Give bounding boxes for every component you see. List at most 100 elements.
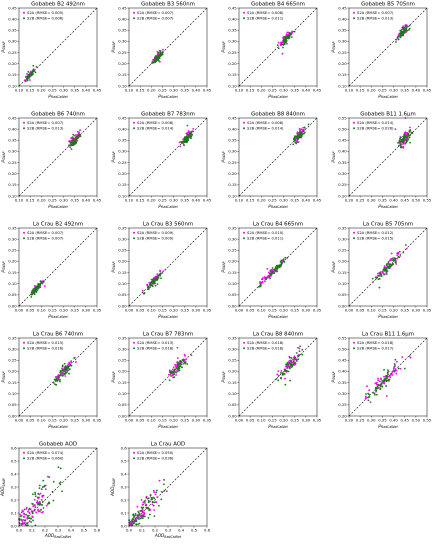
x-tick-label: 0.20 bbox=[389, 307, 398, 312]
s2b-point bbox=[303, 126, 306, 129]
panel-title: La Crau B8 840nm bbox=[253, 332, 303, 338]
s2a-point bbox=[381, 270, 384, 273]
s2a-point bbox=[142, 503, 145, 506]
s2b-point bbox=[288, 32, 291, 35]
x-tick-label: 0.30 bbox=[169, 197, 178, 202]
s2a-point bbox=[282, 36, 284, 39]
x-tick-label: 0.35 bbox=[180, 87, 189, 92]
s2b-point bbox=[145, 496, 148, 499]
s2b-point bbox=[383, 378, 386, 381]
y-axis-label: ρSNAP bbox=[220, 41, 226, 52]
one-to-one-line bbox=[128, 227, 208, 307]
x-tick-label: 0.20 bbox=[367, 87, 376, 92]
y-tick-label: 0.35 bbox=[228, 335, 237, 340]
s2b-point bbox=[135, 523, 138, 526]
s2a-point bbox=[285, 33, 288, 36]
s2b-legend-label: S2B (RMSE= 0.011) bbox=[247, 17, 284, 21]
s2b-legend-label: S2B (RMSE= 0.026) bbox=[357, 127, 394, 131]
s2a-point bbox=[152, 489, 155, 492]
x-tick-label: 0.10 bbox=[257, 307, 266, 312]
s2b-point bbox=[297, 358, 300, 361]
s2b-point bbox=[295, 352, 298, 354]
x-tick-label: 0.20 bbox=[169, 417, 178, 422]
y-tick-label: 0.50 bbox=[338, 346, 347, 351]
s2a-legend-marker bbox=[23, 231, 25, 234]
x-tick-label: 0.45 bbox=[400, 417, 409, 422]
s2b-legend-marker bbox=[23, 237, 25, 240]
y-tick-label: 0.25 bbox=[338, 402, 347, 407]
plot-frame bbox=[128, 117, 208, 197]
s2b-point bbox=[152, 58, 155, 61]
s2b-point bbox=[280, 42, 283, 45]
s2b-point bbox=[283, 43, 286, 46]
x-tick-label: 0.35 bbox=[70, 197, 79, 202]
s2b-point bbox=[399, 138, 401, 141]
s2a-point bbox=[395, 369, 398, 372]
s2b-point bbox=[168, 371, 171, 373]
s2b-point bbox=[139, 517, 142, 520]
s2b-point bbox=[380, 275, 383, 278]
s2b-legend-label: S2B (RMSE= 0.036) bbox=[137, 457, 174, 461]
y-tick-label: 0.10 bbox=[338, 83, 347, 88]
s2b-point bbox=[78, 133, 80, 136]
s2b-point bbox=[379, 388, 382, 391]
one-to-one-line bbox=[348, 117, 428, 197]
s2a-point bbox=[300, 128, 303, 131]
s2b-point bbox=[282, 46, 284, 49]
s2b-point bbox=[33, 293, 36, 296]
s2a-legend-label: S2A (RMSE= 0.012) bbox=[357, 231, 394, 235]
s2b-point bbox=[393, 363, 396, 365]
s2b-point bbox=[371, 277, 374, 280]
s2b-point bbox=[70, 148, 73, 151]
s2b-legend-marker bbox=[353, 347, 355, 350]
s2a-point bbox=[136, 517, 139, 520]
panel-16: La Crau B11 1.6µm0.200.200.250.250.300.3… bbox=[330, 332, 432, 430]
y-tick-label: 0.40 bbox=[338, 16, 347, 21]
s2a-legend-marker bbox=[133, 231, 135, 234]
s2a-point bbox=[192, 127, 195, 130]
s2b-point bbox=[134, 517, 137, 520]
legend: S2A (RMSE= 0.007) S2B (RMSE= 0.013) bbox=[353, 11, 394, 21]
s2b-legend-label: S2B (RMSE= 0.013) bbox=[27, 127, 64, 131]
s2b-point bbox=[302, 130, 305, 133]
s2b-point bbox=[401, 26, 404, 29]
s2b-point bbox=[299, 345, 302, 348]
legend: S2A (RMSE= 0.018) S2B (RMSE= 0.017) bbox=[353, 341, 394, 351]
s2a-point bbox=[385, 395, 388, 397]
s2a-point bbox=[140, 498, 143, 501]
x-tick-label: 0.45 bbox=[313, 87, 322, 92]
s2b-point bbox=[48, 501, 50, 504]
panel-1: Gobabeb B2 492nm0.100.100.150.150.200.20… bbox=[0, 2, 102, 100]
s2b-point bbox=[72, 133, 75, 136]
s2b-point bbox=[38, 487, 41, 489]
s2a-point bbox=[366, 385, 368, 388]
y-tick-label: 0.45 bbox=[338, 5, 347, 10]
s2a-point bbox=[35, 511, 38, 514]
s2b-point bbox=[154, 284, 157, 287]
y-tick-label: 0.0 bbox=[11, 523, 18, 528]
panel-12: La Crau B5 705nm0.000.000.050.050.100.10… bbox=[330, 222, 432, 320]
s2b-point bbox=[377, 274, 380, 277]
s2b-point bbox=[42, 507, 45, 509]
x-axis-label: ρRadCalNet bbox=[378, 313, 398, 319]
panel-title: Gobabeb AOD bbox=[39, 442, 77, 448]
s2a-point bbox=[34, 284, 36, 287]
s2a-point bbox=[383, 375, 385, 378]
s2a-point bbox=[19, 513, 21, 516]
s2b-point bbox=[270, 272, 273, 275]
legend: S2A (RMSE= 0.007) S2B (RMSE= 0.013) bbox=[23, 121, 64, 131]
s2a-point bbox=[26, 73, 28, 75]
s2b-point bbox=[281, 262, 283, 265]
s2b-point bbox=[280, 259, 283, 262]
x-axis-label: AODRadCalNet bbox=[44, 533, 72, 539]
s2b-point bbox=[54, 383, 56, 386]
s2b-point bbox=[176, 361, 179, 364]
y-tick-label: 0.1 bbox=[121, 510, 128, 515]
s2b-point bbox=[273, 269, 276, 272]
s2b-point bbox=[157, 275, 160, 277]
s2a-point bbox=[40, 498, 43, 501]
s2b-legend-label: S2B (RMSE= 0.014) bbox=[137, 127, 174, 131]
panel-11: La Crau B4 665nm0.000.000.050.050.100.10… bbox=[220, 222, 322, 320]
y-tick-label: 0.10 bbox=[118, 391, 127, 396]
x-tick-label: 0.40 bbox=[82, 87, 91, 92]
